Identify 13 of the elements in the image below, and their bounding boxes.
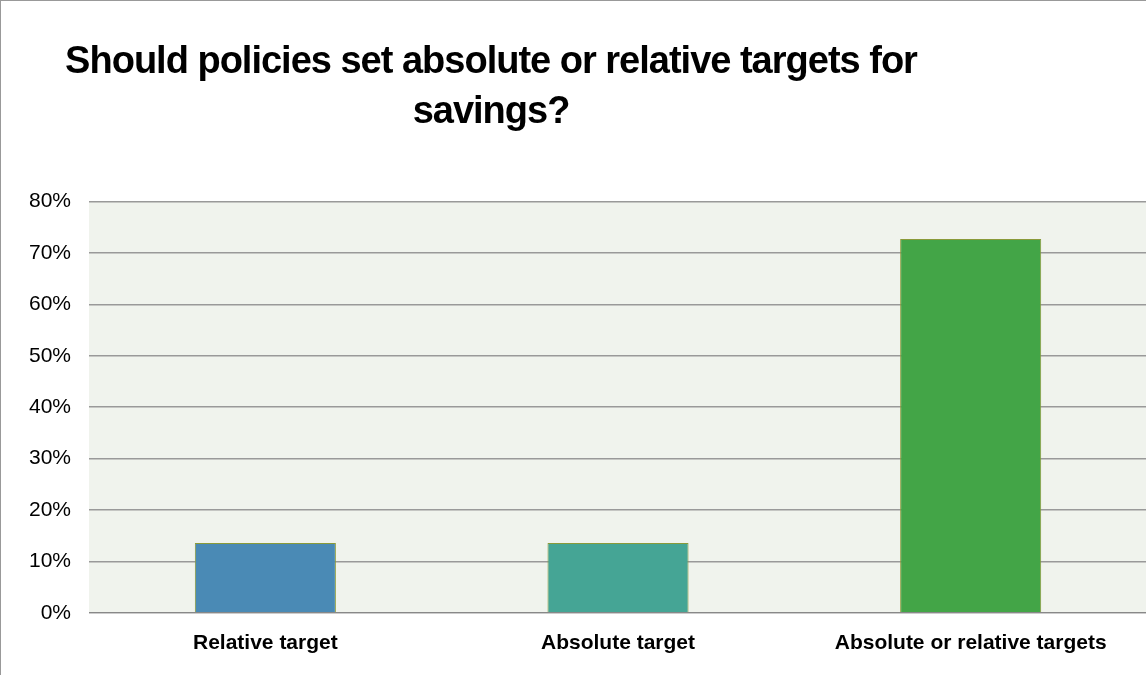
y-tick-label: 20% bbox=[29, 496, 72, 520]
y-tick-label: 60% bbox=[29, 291, 72, 315]
y-tick-label: 80% bbox=[29, 188, 72, 212]
y-tick-label: 40% bbox=[29, 394, 72, 417]
y-tick-label: 0% bbox=[40, 599, 72, 623]
chart-title: Should policies set absolute or relative targets for savings? bbox=[64, 38, 919, 133]
y-tick-label: 30% bbox=[29, 445, 72, 469]
x-tick-label: Absolute target bbox=[541, 630, 696, 654]
y-tick-label: 70% bbox=[29, 239, 72, 263]
x-tick-label: Absolute or relative targets bbox=[834, 630, 1107, 654]
y-tick-label: 10% bbox=[29, 548, 72, 572]
y-tick-label: 50% bbox=[29, 342, 72, 366]
x-tick-label: Relative target bbox=[192, 630, 338, 654]
